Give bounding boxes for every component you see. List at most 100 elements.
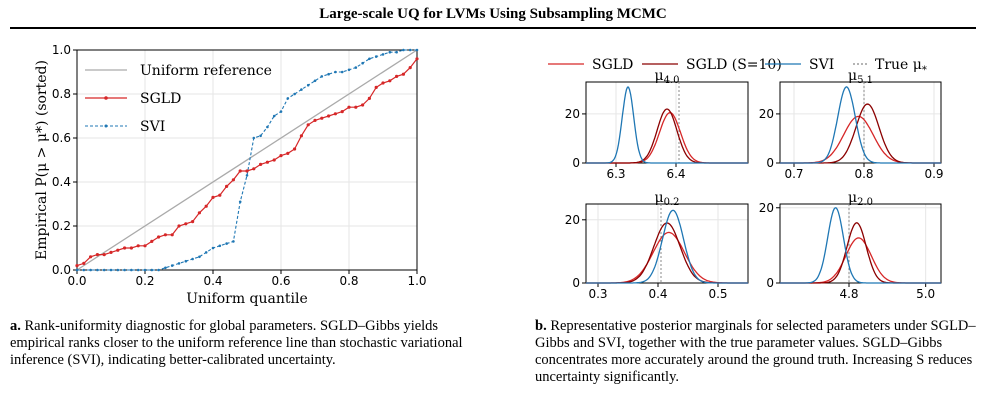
panel-title: μ0.2 bbox=[654, 190, 679, 208]
svi-point bbox=[204, 251, 208, 254]
density-curve bbox=[586, 222, 748, 284]
sgld-point bbox=[388, 79, 392, 83]
y-tick-label: 0.4 bbox=[52, 175, 71, 189]
svi-point bbox=[238, 200, 242, 204]
panel-y-tick-label: 20 bbox=[759, 107, 774, 121]
legend-label: SGLD bbox=[592, 57, 633, 73]
legend-label-reference: Uniform reference bbox=[140, 63, 272, 79]
panel-y-tick-label: 20 bbox=[565, 107, 580, 121]
svi-point bbox=[347, 68, 351, 72]
svi-point bbox=[408, 48, 412, 52]
y-tick-label: 0.2 bbox=[52, 219, 71, 233]
svi-point bbox=[368, 57, 371, 61]
density-curve bbox=[780, 207, 941, 284]
sgld-point bbox=[327, 114, 331, 118]
sgld-point bbox=[123, 246, 127, 250]
sgld-point bbox=[157, 235, 161, 239]
svi-point bbox=[272, 114, 276, 118]
sgld-point bbox=[333, 112, 337, 116]
panel-x-tick-label: 6.3 bbox=[606, 167, 625, 181]
svi-point bbox=[218, 244, 222, 248]
x-tick-label: 0.0 bbox=[67, 274, 86, 288]
sgld-point bbox=[191, 220, 195, 224]
svi-point bbox=[109, 268, 113, 272]
panel-frame bbox=[585, 81, 749, 164]
sgld-point bbox=[89, 255, 93, 259]
sgld-point bbox=[211, 195, 215, 199]
x-tick-label: 0.6 bbox=[271, 274, 290, 288]
svi-point bbox=[259, 134, 262, 138]
svi-point bbox=[211, 246, 215, 250]
sgld-point bbox=[286, 151, 290, 155]
panel-x-tick-label: 0.9 bbox=[924, 167, 943, 181]
panel-y-tick-label: 0 bbox=[766, 156, 774, 170]
sgld-point bbox=[116, 248, 120, 252]
sgld-point bbox=[293, 147, 297, 151]
svi-point bbox=[123, 268, 126, 272]
sgld-point bbox=[129, 246, 133, 250]
svi-point bbox=[143, 268, 147, 272]
x-tick-label: 1.0 bbox=[407, 274, 426, 288]
sgld-point bbox=[408, 66, 412, 70]
panel-frame bbox=[779, 81, 942, 164]
sgld-point bbox=[259, 162, 263, 166]
svi-point bbox=[75, 268, 79, 272]
panel-frame bbox=[779, 203, 942, 284]
panel-y-tick-label: 0 bbox=[572, 156, 580, 170]
svi-point bbox=[306, 83, 310, 87]
svi-point bbox=[381, 53, 385, 56]
x-axis-label: Uniform quantile bbox=[186, 291, 308, 307]
panel-x-tick-label: 5.0 bbox=[916, 287, 935, 301]
svi-point bbox=[354, 66, 358, 69]
svi-point bbox=[286, 97, 290, 100]
y-tick-label: 0.6 bbox=[52, 131, 71, 145]
svi-point bbox=[177, 262, 181, 265]
svi-point bbox=[130, 268, 133, 272]
svi-point bbox=[116, 268, 120, 272]
svi-point bbox=[225, 242, 228, 245]
density-curve bbox=[780, 86, 941, 164]
svi-point bbox=[157, 268, 160, 272]
svi-point bbox=[96, 268, 99, 272]
svi-point bbox=[266, 125, 269, 129]
svi-point bbox=[334, 70, 337, 74]
sgld-point bbox=[320, 116, 324, 120]
panel-y-tick-label: 0 bbox=[766, 276, 774, 290]
header-rule bbox=[10, 27, 976, 29]
sgld-point bbox=[361, 103, 365, 107]
sgld-point bbox=[177, 224, 181, 228]
sgld-point bbox=[95, 253, 99, 257]
sgld-point bbox=[395, 74, 399, 78]
svi-point bbox=[136, 268, 140, 272]
svi-point bbox=[164, 266, 167, 270]
density-curve bbox=[780, 237, 941, 284]
svi-point bbox=[170, 264, 174, 267]
legend-label: SGLD (S=10) bbox=[686, 57, 782, 73]
y-axis-label: Empirical P(μ > μ*) (sorted) bbox=[34, 60, 50, 260]
svi-point bbox=[252, 136, 256, 140]
sgld-point bbox=[340, 110, 344, 114]
svi-point bbox=[327, 72, 330, 76]
sgld-point bbox=[306, 123, 310, 127]
legend-label: SVI bbox=[809, 57, 834, 73]
sgld-point bbox=[354, 105, 358, 109]
panel-x-tick-label: 0.4 bbox=[648, 287, 667, 301]
panel-title: μ5.1 bbox=[848, 68, 873, 86]
sgld-point bbox=[225, 184, 229, 188]
sgld-point bbox=[184, 222, 188, 226]
sgld-point bbox=[245, 169, 249, 173]
svi-point bbox=[191, 257, 194, 261]
density-curve bbox=[780, 222, 941, 284]
sgld-point bbox=[279, 154, 283, 158]
caption-b-text: Representative posterior marginals for s… bbox=[535, 318, 976, 385]
caption-b: b. Representative posterior marginals fo… bbox=[535, 318, 980, 386]
svi-point bbox=[102, 268, 106, 272]
svi-point bbox=[415, 48, 419, 52]
sgld-point bbox=[204, 204, 208, 208]
sgld-point bbox=[401, 72, 405, 76]
svi-point bbox=[82, 268, 86, 272]
sgld-point bbox=[75, 264, 79, 268]
caption-a-label: a. bbox=[10, 318, 21, 334]
panel-x-tick-label: 0.5 bbox=[708, 287, 727, 301]
